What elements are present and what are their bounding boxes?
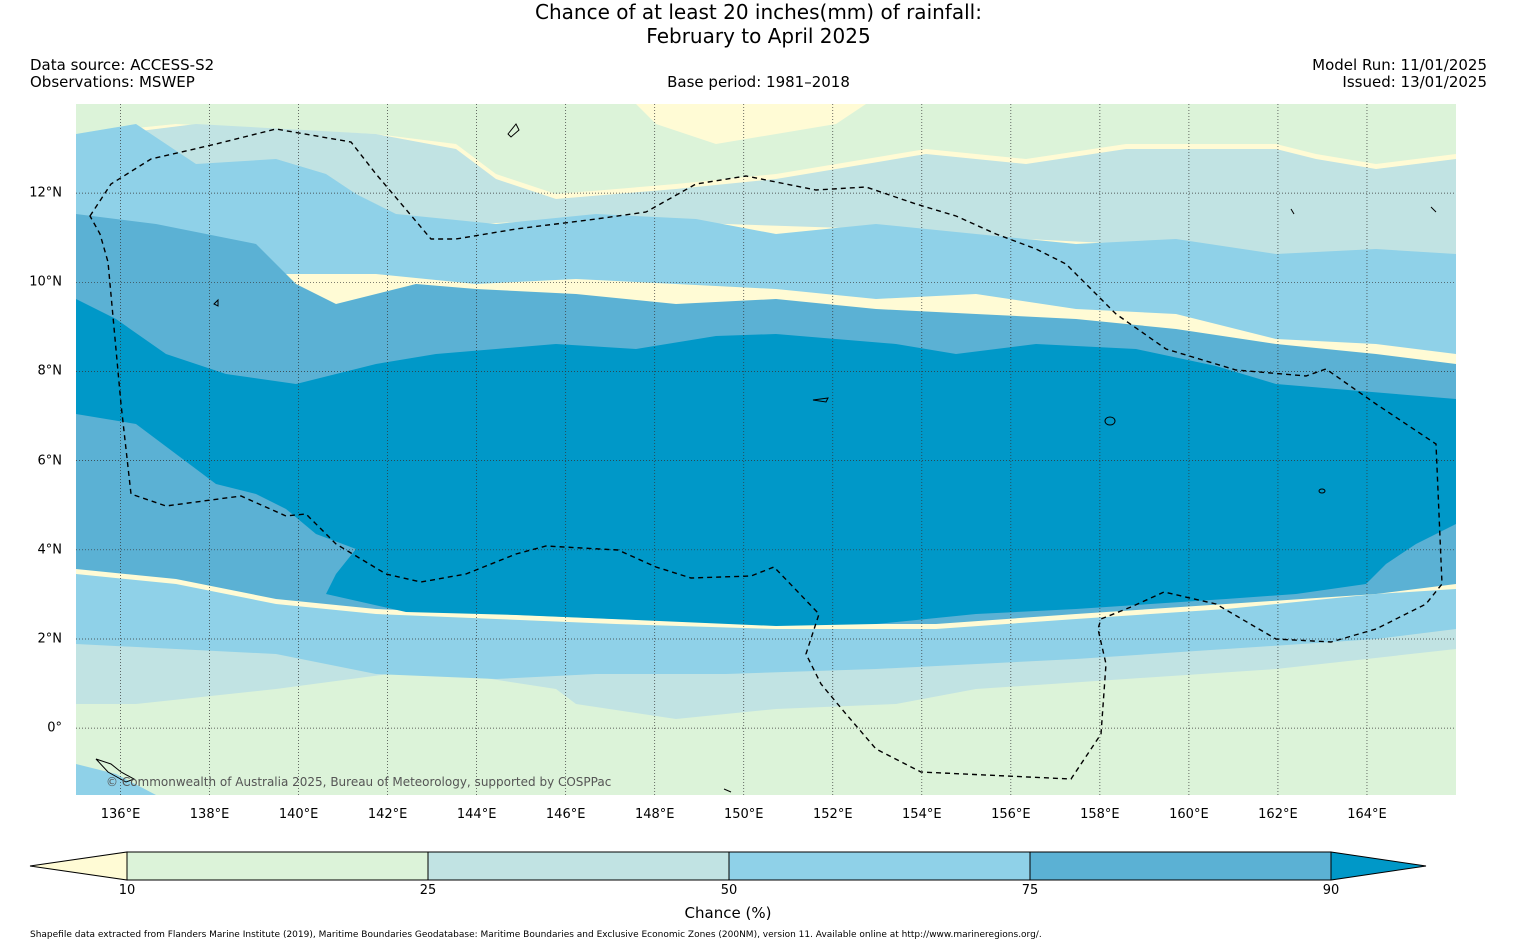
band-50-75 [76, 104, 1456, 795]
longitude-tick-label: 138°E [189, 807, 230, 822]
colorbar-segment-75-90 [1029, 851, 1332, 881]
map-title-line-2: February to April 2025 [646, 24, 871, 48]
longitude-tick-label: 140°E [278, 807, 319, 822]
longitude-tick-label: 148°E [634, 807, 675, 822]
longitude-tick-label: 162°E [1258, 807, 1298, 822]
longitude-tick-label: 144°E [456, 807, 497, 822]
longitude-tick-label: 152°E [813, 807, 853, 822]
base-period-label: Base period: 1981–2018 [667, 73, 850, 91]
rainfall-probability-map[interactable]: © Commonwealth of Australia 2025, Bureau… [76, 104, 1456, 795]
longitude-tick-label: 160°E [1169, 807, 1209, 822]
data-source-label: Data source: ACCESS-S2 [30, 56, 215, 74]
band-gt90 [76, 299, 1456, 626]
longitude-tick-label: 156°E [991, 807, 1031, 822]
colorbar-segment-10-25 [126, 851, 429, 881]
colorbar-label-50: 50 [720, 883, 738, 898]
longitude-tick-label: 154°E [902, 807, 942, 822]
band-10-25 [76, 104, 1456, 795]
map-canvas [76, 104, 1456, 795]
latitude-tick-label: 10°N [29, 274, 62, 290]
latitude-tick-label: 12°N [29, 185, 62, 201]
map-title-line-1: Chance of at least 20 inches(mm) of rain… [535, 0, 982, 24]
colorbar-label-75: 75 [1021, 883, 1039, 898]
colorbar-label-90: 90 [1322, 883, 1340, 898]
model-run-label: Model Run: 11/01/2025 [1312, 56, 1487, 74]
longitude-tick-label: 142°E [367, 807, 408, 822]
eez-boundary [89, 128, 1443, 780]
longitude-tick-label: 158°E [1080, 807, 1120, 822]
island-outlines [95, 123, 1437, 793]
colorbar-title: Chance (%) [684, 904, 772, 922]
colorbar-segment-gt90 [1330, 851, 1427, 881]
longitude-tick-label: 146°E [545, 807, 586, 822]
longitude-tick-label: 164°E [1347, 807, 1387, 822]
colorbar [29, 851, 1427, 881]
map-credit: © Commonwealth of Australia 2025, Bureau… [106, 775, 612, 789]
observations-label: Observations: MSWEP [30, 73, 195, 91]
latitude-tick-label: 8°N [37, 363, 63, 379]
longitude-tick-label: 150°E [723, 807, 764, 822]
latitude-tick-label: 4°N [37, 542, 63, 558]
colorbar-label-10: 10 [118, 883, 136, 898]
colorbar-segment-50-75 [728, 851, 1031, 881]
colorbar-segment-25-50 [427, 851, 730, 881]
colorbar-segment-lt10 [29, 851, 128, 881]
latitude-tick-label: 0° [47, 720, 62, 736]
latitude-tick-label: 6°N [37, 453, 63, 469]
issued-label: Issued: 13/01/2025 [1342, 73, 1487, 91]
graticule [76, 104, 1456, 795]
colorbar-label-25: 25 [419, 883, 437, 898]
latitude-tick-label: 2°N [37, 631, 63, 647]
shapefile-footnote: Shapefile data extracted from Flanders M… [30, 930, 1042, 940]
longitude-tick-label: 136°E [100, 807, 141, 822]
